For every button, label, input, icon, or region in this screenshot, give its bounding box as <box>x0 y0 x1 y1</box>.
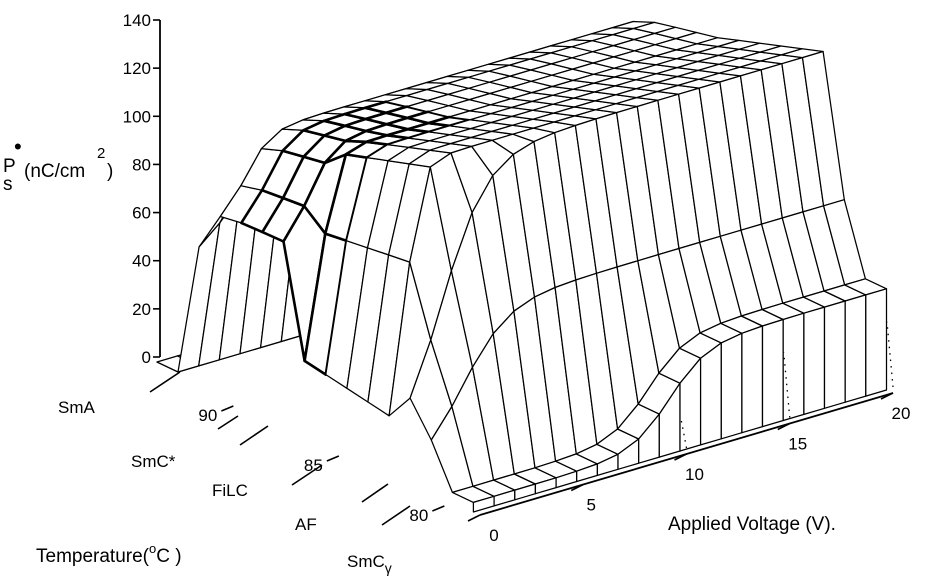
surface-front-cell <box>823 300 846 409</box>
surface-front-cell <box>741 325 764 434</box>
phase-separator-1 <box>149 371 181 393</box>
phase-separator-4 <box>291 464 323 486</box>
polarization-surface <box>156 20 888 513</box>
x-tick-mark <box>880 392 894 400</box>
y-axis-title: Temperature(oC ) <box>36 541 182 567</box>
phase-label-smc-gamma-main: SmC <box>347 552 385 571</box>
z-tick-label: 140 <box>123 11 151 30</box>
z-axis-title-subscript: s <box>3 174 13 195</box>
surface-front-cell <box>865 288 888 397</box>
x-tick-mark <box>467 514 481 522</box>
y-tick-mark <box>326 455 340 462</box>
x-tick-mark <box>777 422 791 431</box>
z-axis-title: P • s (nC/cm 2 ) <box>3 134 113 195</box>
x-tick-label: 0 <box>489 526 498 545</box>
x-tick-mark <box>570 483 584 492</box>
z-axis-ticks: 0 20 40 60 80 100 120 140 <box>123 11 160 367</box>
x-axis: 0 5 10 15 20 Applied Voltage (V). <box>467 321 911 545</box>
z-axis-title-dot: • <box>14 134 22 159</box>
y-tick-label: 80 <box>409 506 428 525</box>
y-tick-mark <box>432 505 445 512</box>
x-tick-label: 10 <box>685 465 704 484</box>
z-tick-label: 20 <box>132 300 151 319</box>
z-tick-label: 0 <box>142 348 151 367</box>
y-axis-title-degree: o <box>149 541 156 556</box>
x-tick-label: 15 <box>788 435 807 454</box>
x-tick-label: 20 <box>892 404 911 423</box>
phase-label-smc-gamma: SmCγ <box>347 552 392 576</box>
y-tick-label: 90 <box>198 406 217 425</box>
z-tick-label: 120 <box>123 59 151 78</box>
phase-label-af: AF <box>295 515 317 534</box>
z-tick-label: 100 <box>123 107 151 126</box>
phase-separator-3 <box>239 425 269 446</box>
y-tick-label: 85 <box>304 456 323 475</box>
y-axis-title-unit: C ) <box>156 546 181 567</box>
x-tick-mark <box>674 453 687 461</box>
surface-front-cell <box>803 306 826 416</box>
phase-separator-6 <box>381 505 411 526</box>
y-axis-title-text: Temperature( <box>36 546 150 567</box>
x-guide-line <box>679 416 688 449</box>
phase-separator-2 <box>217 415 239 430</box>
x-guide-line <box>783 352 791 418</box>
x-axis-title: Applied Voltage (V). <box>668 514 836 535</box>
x-guide-line <box>886 321 894 388</box>
phase-label-filc: FiLC <box>212 481 248 500</box>
surface-front-cell <box>720 332 743 440</box>
z-tick-label: 80 <box>132 155 151 174</box>
phase-separator-5 <box>361 483 389 503</box>
x-tick-label: 5 <box>587 496 596 515</box>
z-axis-title-unit-close: ) <box>107 161 113 182</box>
x-axis-ticks: 0 5 10 15 20 <box>467 321 911 545</box>
surface-front-cell <box>782 312 805 422</box>
y-axis: 80 85 90 Temperature(oC ) <box>36 405 445 567</box>
surface-front-cell <box>761 318 784 428</box>
phase-regions: SmA SmC* FiLC AF SmCγ <box>58 371 411 576</box>
z-axis: 0 20 40 60 80 100 120 140 <box>123 11 161 367</box>
phase-label-smc-star: SmC* <box>131 452 176 471</box>
y-tick-mark <box>221 405 234 412</box>
phase-label-sma: SmA <box>58 398 96 417</box>
surface-front-cell <box>699 342 722 446</box>
z-axis-title-symbol: P <box>3 156 16 177</box>
z-tick-label: 40 <box>132 252 151 271</box>
z-axis-title-unit: (nC/cm <box>24 161 85 182</box>
phase-label-smc-gamma-subscript: γ <box>385 560 392 576</box>
z-tick-label: 60 <box>132 204 151 223</box>
z-axis-title-unit-exponent: 2 <box>97 145 105 162</box>
y-axis-ticks: 80 85 90 <box>198 405 445 525</box>
surface-front-cell <box>844 294 867 403</box>
